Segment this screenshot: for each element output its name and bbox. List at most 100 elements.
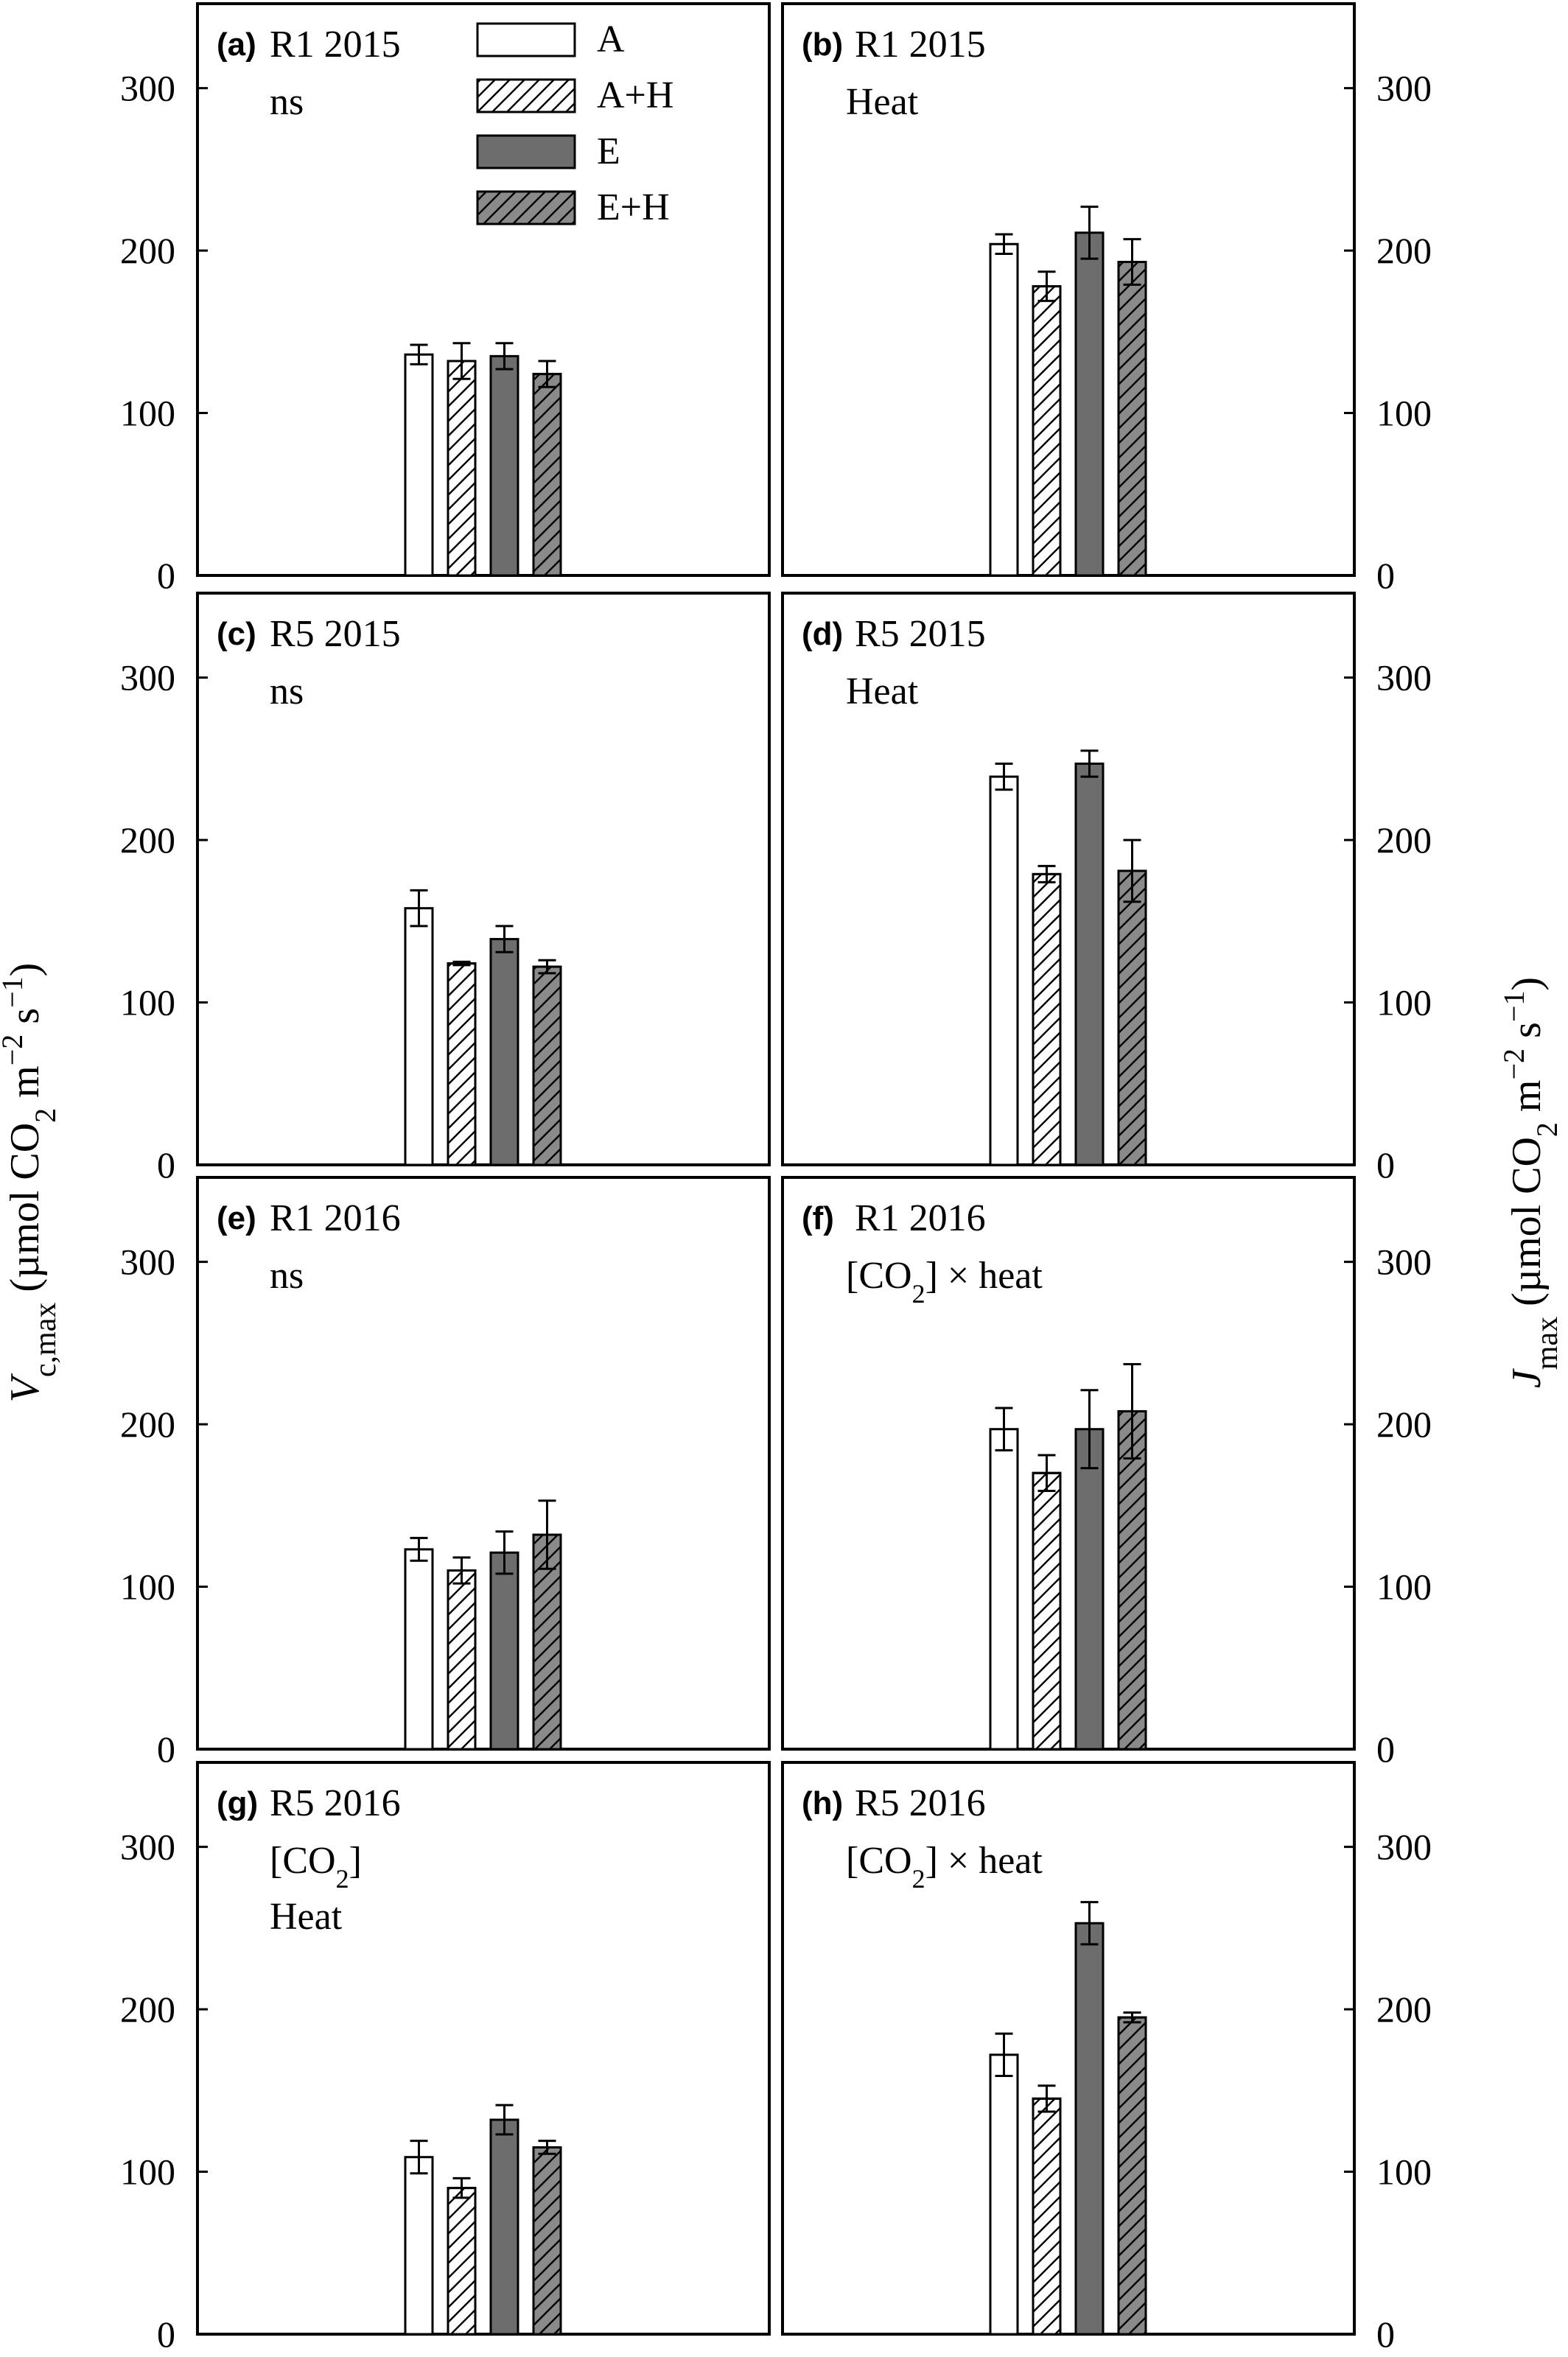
panel-letter: (c) bbox=[217, 616, 256, 652]
bar-hatch bbox=[1117, 1409, 1147, 1751]
bar-fill bbox=[489, 2118, 519, 2336]
y-tick-label: 100 bbox=[120, 1566, 175, 1608]
legend-label: A+H bbox=[597, 74, 673, 116]
bar-a-plus-h bbox=[1032, 864, 1062, 1166]
bar-fill bbox=[1074, 1922, 1105, 2336]
bar-a-plus-h bbox=[447, 342, 477, 577]
bar-hatch bbox=[1032, 285, 1062, 577]
bar-e-plus-h bbox=[532, 2140, 562, 2336]
legend-label: A bbox=[597, 18, 625, 60]
panel-title: R1 2016 bbox=[270, 1197, 401, 1239]
y-tick-label: 200 bbox=[120, 1404, 175, 1445]
bar-a bbox=[404, 2140, 434, 2336]
bar-e-plus-h bbox=[532, 360, 562, 577]
panel-title: R5 2015 bbox=[855, 613, 986, 655]
panel-letter: (a) bbox=[217, 27, 256, 63]
chart-panel-h: 0 100 200 300 (h) R5 2016 [CO2] × heat bbox=[781, 1761, 1432, 2355]
bar-hatch bbox=[1032, 872, 1062, 1166]
y-tick-label: 300 bbox=[120, 1827, 175, 1868]
panel-frame bbox=[781, 1176, 1356, 1751]
significance-note: [CO2] bbox=[270, 1840, 362, 1894]
chart-panel-e: 0 100 200 300 (e) R1 2016 ns bbox=[120, 1176, 771, 1770]
bar-fill bbox=[404, 353, 434, 577]
panel-title: R1 2016 bbox=[855, 1197, 986, 1239]
legend-label: E+H bbox=[597, 186, 670, 228]
bar-fill bbox=[989, 242, 1019, 577]
bar-a bbox=[989, 762, 1019, 1166]
y-tick-label: 0 bbox=[1376, 555, 1395, 596]
significance-note: [CO2] × heat bbox=[846, 1840, 1043, 1894]
panel-title: R5 2015 bbox=[270, 613, 401, 655]
chart-panel-a: 0 100 200 300 (a) R1 2015 ns bbox=[120, 2, 771, 596]
significance-note: ns bbox=[270, 81, 304, 123]
y-tick-label: 100 bbox=[1376, 982, 1432, 1023]
y-tick-label: 300 bbox=[1376, 68, 1432, 109]
y-axis-title-right: Jmax (µmol CO2 m−2 s−1) bbox=[1497, 977, 1565, 1388]
bar-a bbox=[989, 2032, 1019, 2336]
legend-swatch-hatch bbox=[476, 190, 576, 225]
bar-fill bbox=[489, 354, 519, 577]
bar-e bbox=[1074, 206, 1105, 577]
y-tick-label: 300 bbox=[120, 657, 175, 698]
panel-frame bbox=[196, 1176, 771, 1751]
bar-a-plus-h bbox=[1032, 270, 1062, 577]
bar-e bbox=[489, 925, 519, 1166]
panel-letter: (g) bbox=[217, 1785, 258, 1821]
bar-e-plus-h bbox=[532, 959, 562, 1166]
chart-panel-b: 0 100 200 300 (b) R1 2015 Heat bbox=[781, 2, 1432, 596]
bar-e-plus-h bbox=[1117, 2011, 1147, 2336]
panel-title: R1 2015 bbox=[855, 24, 986, 66]
bar-a bbox=[404, 343, 434, 577]
panel-title: R5 2016 bbox=[270, 1782, 401, 1824]
y-tick-label: 200 bbox=[1376, 230, 1432, 271]
bar-a bbox=[989, 233, 1019, 577]
y-tick-label: 300 bbox=[120, 1241, 175, 1283]
bar-hatch bbox=[1032, 2097, 1062, 2336]
y-tick-label: 100 bbox=[1376, 393, 1432, 434]
y-tick-label: 200 bbox=[120, 1989, 175, 2030]
legend-item-e-plus-h: E+H bbox=[476, 186, 670, 228]
bar-e bbox=[489, 2104, 519, 2336]
significance-note: ns bbox=[270, 1255, 304, 1297]
panel-letter: (d) bbox=[802, 616, 843, 652]
panel-frame bbox=[196, 592, 771, 1166]
y-tick-label: 300 bbox=[1376, 657, 1432, 698]
chart-panel-f: 0 100 200 300 (f) R1 2016 [CO2] × heat bbox=[781, 1176, 1432, 1770]
legend-item-e: E bbox=[476, 130, 620, 172]
y-tick-label: 100 bbox=[120, 2151, 175, 2193]
panels-group: 0 100 200 300 (a) R1 2015 ns 0 100 200 300 (b) R1 20… bbox=[120, 2, 1432, 2355]
legend: A A+H E E+H bbox=[476, 18, 673, 228]
bar-e-plus-h bbox=[1117, 838, 1147, 1166]
bar-hatch bbox=[1117, 2016, 1147, 2336]
bar-fill bbox=[989, 1428, 1019, 1751]
panel-title: R5 2016 bbox=[855, 1782, 986, 1824]
bar-e bbox=[1074, 1901, 1105, 2336]
y-tick-label: 200 bbox=[1376, 1989, 1432, 2030]
bar-a-plus-h bbox=[447, 960, 477, 1166]
significance-note: Heat bbox=[270, 1896, 343, 1938]
bar-fill bbox=[989, 2053, 1019, 2336]
bar-e bbox=[489, 1530, 519, 1751]
significance-note: Heat bbox=[846, 81, 919, 123]
bar-hatch bbox=[447, 2187, 477, 2336]
bar-fill bbox=[404, 1548, 434, 1751]
y-tick-label: 0 bbox=[157, 1729, 175, 1770]
bar-a-plus-h bbox=[1032, 2084, 1062, 2336]
y-tick-label: 0 bbox=[157, 555, 175, 596]
bar-hatch bbox=[532, 2146, 562, 2336]
panel-frame bbox=[196, 2, 771, 577]
panel-letter: (h) bbox=[802, 1785, 843, 1821]
bar-hatch bbox=[532, 965, 562, 1166]
bar-a-plus-h bbox=[447, 2176, 477, 2336]
bar-e-plus-h bbox=[532, 1499, 562, 1751]
y-tick-label: 0 bbox=[1376, 1144, 1395, 1185]
panel-letter: (e) bbox=[217, 1200, 256, 1236]
legend-item-a-plus-h: A+H bbox=[476, 74, 673, 116]
bar-e bbox=[489, 342, 519, 577]
bar-e bbox=[1074, 1389, 1105, 1751]
bar-a-plus-h bbox=[447, 1556, 477, 1751]
legend-swatch-hatch bbox=[476, 78, 576, 113]
bar-fill bbox=[989, 775, 1019, 1166]
y-tick-label: 300 bbox=[120, 68, 175, 109]
bar-hatch bbox=[1117, 869, 1147, 1166]
